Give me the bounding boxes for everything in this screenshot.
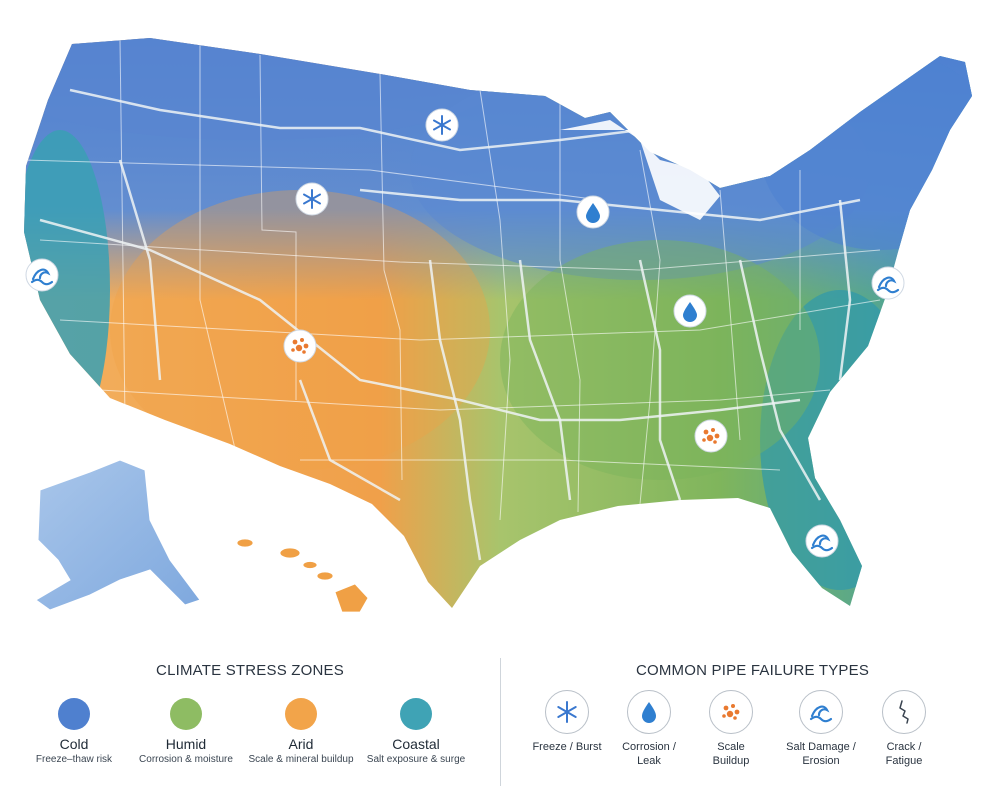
wave-icon [30, 268, 54, 286]
zone-humid: Humid Corrosion & moisture [126, 698, 246, 766]
legend-divider [500, 658, 501, 786]
wave-icon [809, 705, 833, 723]
zone-cold: Cold Freeze–thaw risk [14, 698, 134, 766]
failure-type-corrosion: Corrosion / Leak [607, 690, 691, 768]
zone-swatch-coastal [400, 698, 432, 730]
zone-arid: Arid Scale & mineral buildup [241, 698, 361, 766]
ftype-label-line2: Fatigue [885, 755, 923, 767]
zone-swatch-arid [285, 698, 317, 730]
water-drop-icon [642, 702, 656, 723]
zone-name: Cold [59, 736, 89, 752]
ftype-label-line1: Scale [717, 741, 745, 753]
snowflake-icon [303, 189, 321, 209]
crack-icon [899, 700, 909, 724]
ftype-ring [709, 690, 753, 734]
scale-buildup-icon [722, 704, 740, 720]
wave-icon [810, 534, 834, 552]
ftype-ring [882, 690, 926, 734]
ftype-label-line1: Salt Damage / [786, 741, 856, 753]
zone-name: Arid [288, 736, 314, 752]
zone-name: Coastal [392, 736, 440, 752]
great-lakes [560, 120, 720, 220]
climate-zones-title: CLIMATE STRESS ZONES [156, 662, 344, 679]
zone-desc: Corrosion & moisture [139, 754, 233, 765]
failure-type-salt: Salt Damage / Erosion [779, 690, 863, 768]
zone-swatch-cold [58, 698, 90, 730]
zone-coastal: Coastal Salt exposure & surge [356, 698, 476, 766]
hawaii [236, 538, 369, 613]
wave-marker[interactable] [805, 524, 839, 558]
ftype-ring [799, 690, 843, 734]
water-drop-icon [586, 203, 600, 223]
zone-swatch-humid [170, 698, 202, 730]
ftype-label-line2: Buildup [712, 755, 750, 767]
wave-icon [876, 276, 900, 294]
failure-type-freeze: Freeze / Burst [525, 690, 609, 754]
ftype-label-line2: Leak [637, 755, 661, 767]
zone-desc: Scale & mineral buildup [248, 754, 354, 765]
scale-buildup-marker[interactable] [694, 419, 728, 453]
snowflake-marker[interactable] [425, 108, 459, 142]
ftype-label-line2: Erosion [802, 755, 840, 767]
alaska [35, 459, 201, 611]
water-drop-marker[interactable] [673, 294, 707, 328]
failure-type-crack: Crack / Fatigue [862, 690, 946, 768]
scale-buildup-marker[interactable] [283, 329, 317, 363]
scale-buildup-icon [702, 428, 720, 444]
scale-buildup-icon [291, 338, 309, 354]
zone-name: Humid [165, 736, 207, 752]
map-markers [25, 108, 905, 558]
snowflake-marker[interactable] [295, 182, 329, 216]
ftype-ring [627, 690, 671, 734]
us-climate-stress-map [24, 38, 972, 613]
ftype-label-line1: Freeze / Burst [532, 741, 602, 753]
failure-type-scale: Scale Buildup [689, 690, 773, 768]
ftype-label-line1: Corrosion / [622, 741, 676, 753]
zone-desc: Salt exposure & surge [366, 754, 466, 765]
map-legend: CLIMATE STRESS ZONES COMMON PIPE FAILURE… [0, 640, 1000, 800]
snowflake-icon [433, 115, 451, 135]
ftype-label-line1: Crack / [886, 741, 922, 753]
snowflake-icon [557, 701, 577, 723]
wave-marker[interactable] [25, 258, 59, 292]
wave-marker[interactable] [871, 266, 905, 300]
ftype-ring [545, 690, 589, 734]
failure-types-title: COMMON PIPE FAILURE TYPES [635, 662, 870, 679]
water-drop-icon [683, 302, 697, 322]
zone-desc: Freeze–thaw risk [35, 754, 113, 765]
water-drop-marker[interactable] [576, 195, 610, 229]
